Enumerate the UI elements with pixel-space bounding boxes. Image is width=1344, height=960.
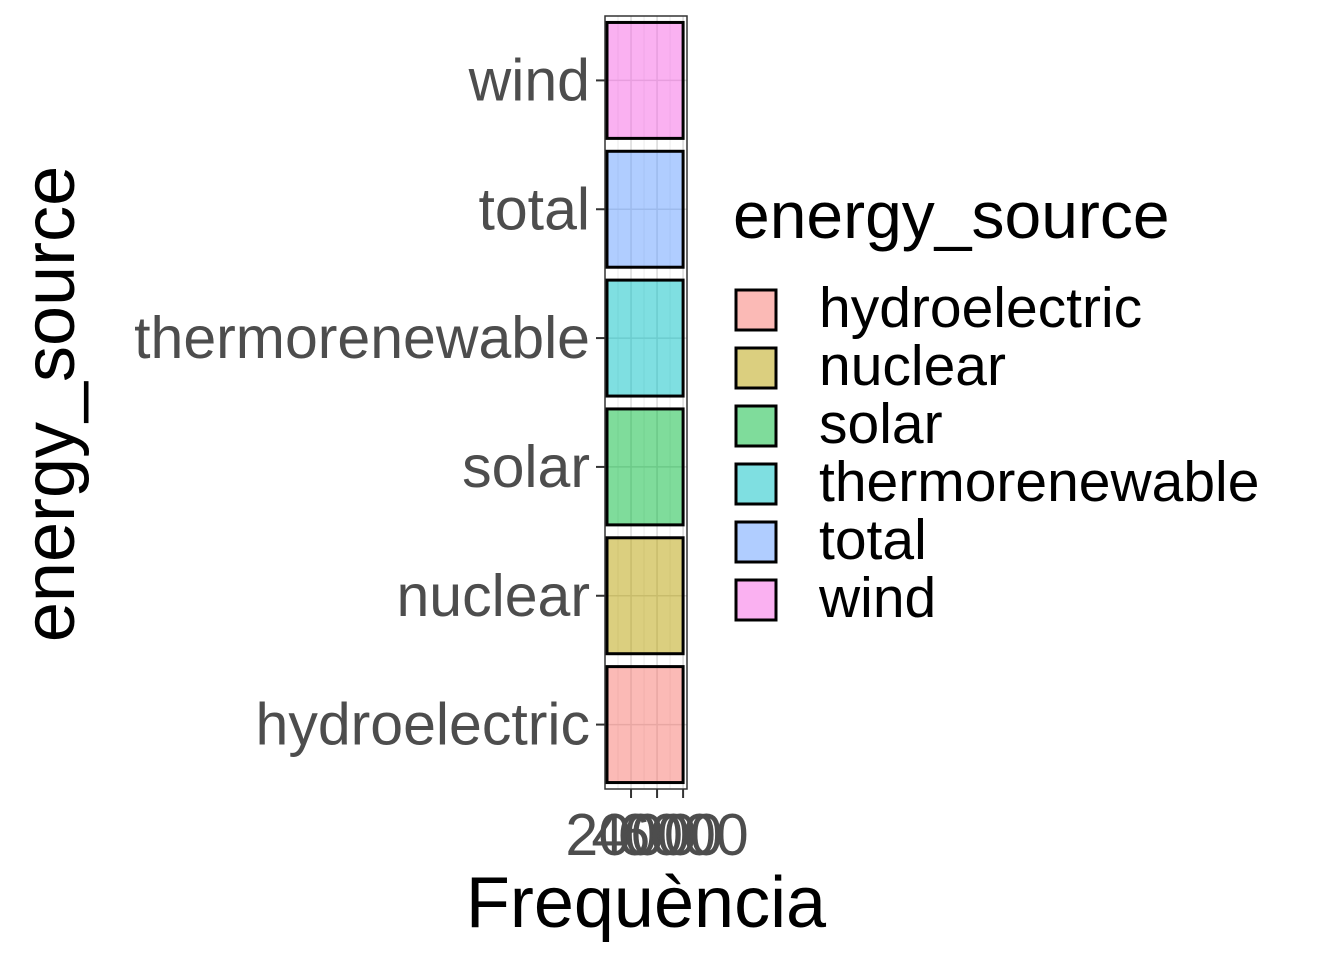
- legend: energy_source hydroelectricnuclearsolart…: [733, 178, 1259, 630]
- x-axis-title: Frequència: [466, 863, 827, 943]
- bar-total: [605, 149, 685, 269]
- legend-label: nuclear: [819, 334, 1006, 398]
- legend-swatch-solar: [734, 404, 778, 448]
- panel-border: [604, 15, 688, 790]
- y-tick-label: total: [478, 176, 590, 242]
- legend-swatch-nuclear: [734, 346, 778, 390]
- y-axis-title: energy_source: [10, 166, 90, 642]
- legend-swatch-total: [734, 520, 778, 564]
- y-tick-label: hydroelectric: [256, 692, 590, 758]
- legend-label: hydroelectric: [819, 276, 1142, 340]
- legend-title: energy_source: [733, 178, 1170, 252]
- legend-items: hydroelectricnuclearsolarthermorenewable…: [734, 276, 1259, 630]
- legend-label: solar: [819, 392, 943, 456]
- legend-label: thermorenewable: [819, 450, 1259, 514]
- bars-group: [605, 20, 685, 785]
- y-tick-label: wind: [468, 47, 590, 113]
- bar-hydroelectric: [605, 665, 685, 785]
- legend-label: wind: [818, 566, 936, 630]
- bar-wind: [605, 20, 685, 140]
- x-tick-label: 4000: [591, 802, 722, 868]
- legend-label: total: [819, 508, 927, 572]
- x-tick-label: 2000: [565, 802, 696, 868]
- bar-thermorenewable: [605, 278, 685, 398]
- legend-swatch-thermorenewable: [734, 462, 778, 506]
- legend-swatch-wind: [734, 578, 778, 622]
- bar-nuclear: [605, 536, 685, 656]
- bar-solar: [605, 407, 685, 527]
- y-tick-label: thermorenewable: [134, 305, 590, 371]
- legend-swatch-hydroelectric: [734, 288, 778, 332]
- y-tick-label: nuclear: [396, 563, 590, 629]
- panel-background: [605, 16, 687, 789]
- y-tick-label: solar: [462, 434, 590, 500]
- x-tick-label: 6000: [617, 802, 748, 868]
- y-axis: hydroelectric nuclear solar thermorenewable…: [134, 47, 605, 758]
